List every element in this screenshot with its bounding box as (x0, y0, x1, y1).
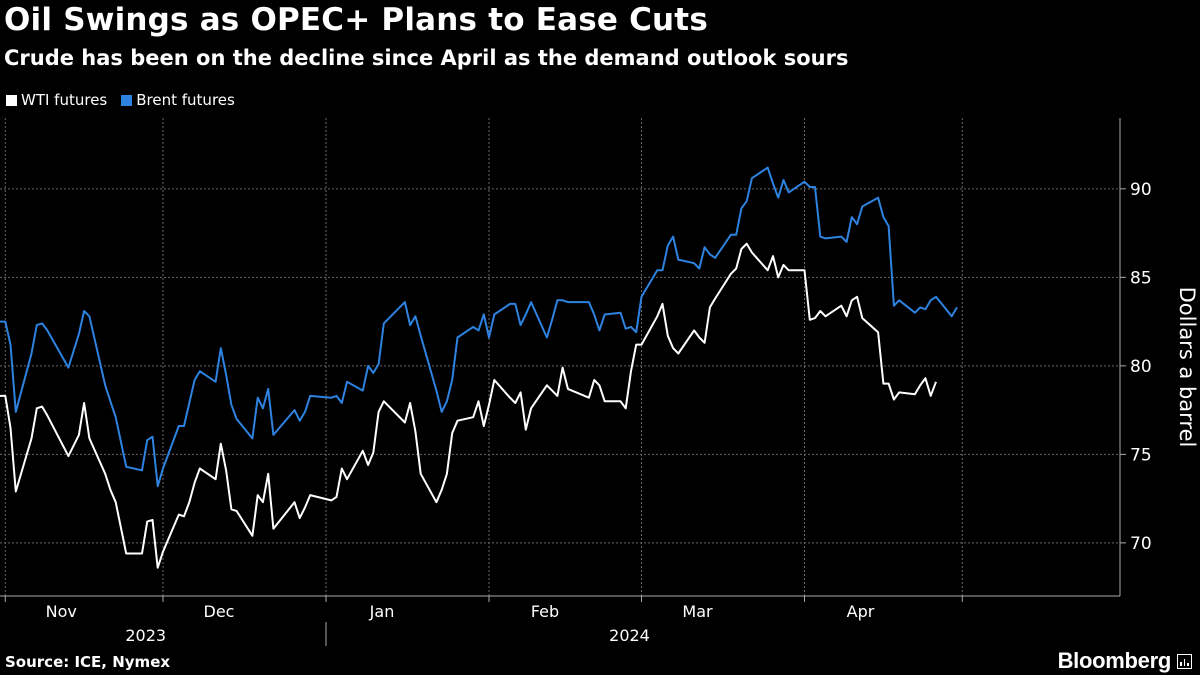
y-tick-label: 75 (1130, 445, 1152, 465)
legend-label-brent: Brent futures (136, 91, 235, 109)
brand-name: Bloomberg (1057, 648, 1172, 673)
x-year-label: 2024 (609, 626, 650, 645)
chart-title: Oil Swings as OPEC+ Plans to Ease Cuts (4, 2, 708, 38)
legend-swatch-wti (6, 94, 17, 106)
x-tick-label: Mar (682, 602, 713, 621)
legend-swatch-brent (121, 94, 133, 106)
bar-chart-icon (1177, 653, 1192, 669)
y-tick-label: 90 (1130, 180, 1152, 200)
y-tick-label: 85 (1130, 268, 1152, 288)
y-axis-title: Dollars a barrel (1175, 287, 1199, 448)
y-tick-label: 80 (1130, 357, 1152, 377)
y-tick-label: 70 (1130, 534, 1152, 554)
x-year-label: 2023 (125, 626, 166, 645)
x-tick-label: Dec (204, 602, 235, 621)
brent-series-line (0, 166, 958, 488)
wti-series-line (0, 242, 937, 569)
x-tick-label: Nov (46, 602, 77, 621)
x-tick-label: Jan (369, 602, 395, 621)
chart-legend: WTI futures Brent futures (6, 91, 235, 109)
source-note: Source: ICE, Nymex (5, 653, 171, 671)
legend-item-wti: WTI futures (6, 91, 107, 109)
chart-subtitle: Crude has been on the decline since Apri… (4, 46, 849, 70)
x-tick-label: Feb (531, 602, 559, 621)
x-tick-label: Apr (847, 602, 875, 621)
legend-label-wti: WTI futures (21, 91, 108, 109)
legend-item-brent: Brent futures (121, 91, 235, 109)
bloomberg-logo: Bloomberg (1058, 648, 1192, 674)
